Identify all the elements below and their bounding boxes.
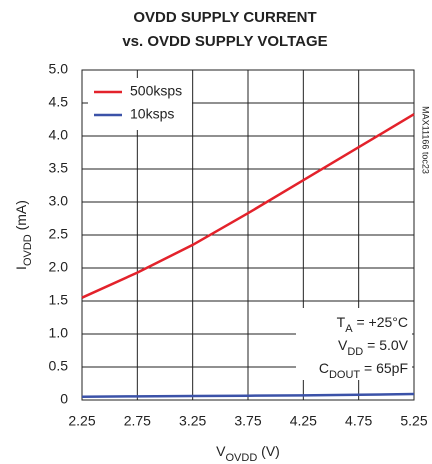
figure-id: MAX11166 toc23 [421,106,431,174]
y-tick-label: 0.5 [49,358,69,374]
y-tick-label: 2.0 [49,259,69,275]
annotation-sub: A [345,323,353,335]
data-line [81,113,415,299]
x-tick-label: 3.25 [179,413,206,429]
legend-label: 500ksps [130,83,182,99]
y-axis-label: IOVDD (mA) [13,200,34,270]
data-line [81,392,415,398]
annotation-main: C [319,360,329,376]
x-axis-label-main: V [216,443,226,459]
y-tick-label: 4.0 [49,127,69,143]
x-tick-label: 4.25 [290,413,317,429]
annotation-rest: = 65pF [360,360,408,376]
annotation: CDOUT = 65pF [319,360,408,381]
legend-box [88,78,192,130]
y-axis-label-main: I [13,266,29,270]
y-tick-label: 1.5 [49,292,69,308]
chart-title: vs. OVDD SUPPLY VOLTAGE [122,33,327,50]
x-tick-label: 3.75 [234,413,261,429]
annotation-rest: = +25°C [353,314,408,330]
annotation: VDD = 5.0V [338,337,409,358]
x-axis-label-sub: OVDD [226,452,258,464]
annotation-sub: DOUT [329,369,360,381]
x-axis-label: VOVDD (V) [216,443,280,464]
annotation-main: V [338,337,348,353]
y-tick-label: 1.0 [49,325,69,341]
annotation-sub: DD [347,346,363,358]
x-tick-label: 2.25 [68,413,95,429]
chart-title: OVDD SUPPLY CURRENT [133,9,316,26]
y-tick-label: 0 [60,391,68,407]
y-tick-label: 3.0 [49,193,69,209]
y-tick-label: 5.0 [49,61,69,77]
annotation-main: T [337,314,346,330]
annotation-box [296,308,412,380]
x-tick-label: 5.25 [400,413,427,429]
x-tick-label: 2.75 [124,413,151,429]
y-axis-label-rest: (mA) [13,200,29,234]
y-tick-label: 2.5 [49,226,69,242]
y-tick-label: 3.5 [49,160,69,176]
annotation: TA = +25°C [337,314,408,335]
plot-frame [81,69,415,401]
x-axis-label-rest: (V) [257,443,280,459]
y-tick-label: 4.5 [49,94,69,110]
legend-label: 10ksps [130,106,174,122]
x-tick-label: 4.75 [345,413,372,429]
annotation-rest: = 5.0V [363,337,408,353]
y-axis-label-sub: OVDD [22,234,34,266]
